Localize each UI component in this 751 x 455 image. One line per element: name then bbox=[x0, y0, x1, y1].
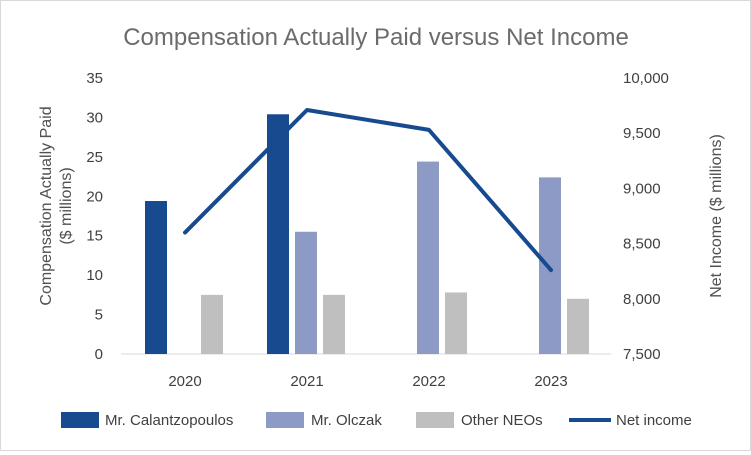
right-tick-label: 9,500 bbox=[623, 125, 661, 142]
net-income-line bbox=[183, 108, 553, 273]
net-income-point-2020 bbox=[183, 231, 187, 235]
right-tick-label: 7,500 bbox=[623, 346, 661, 363]
left-tick-label: 35 bbox=[86, 70, 103, 87]
left-tick-label: 10 bbox=[86, 267, 103, 284]
legend-swatch-other-neos bbox=[416, 412, 454, 428]
bar-mr-calantzopoulos-2020 bbox=[145, 201, 167, 354]
net-income-point-2023 bbox=[549, 268, 553, 272]
bar-other-neos-2023 bbox=[567, 298, 589, 354]
left-tick-label: 15 bbox=[86, 228, 103, 245]
left-tick-label: 5 bbox=[95, 307, 103, 324]
x-tick-label: 2022 bbox=[412, 373, 445, 390]
legend-swatch-calantzopoulos bbox=[61, 412, 99, 428]
legend-label-net-income: Net income bbox=[616, 412, 692, 429]
net-income-point-2021 bbox=[305, 108, 309, 112]
bar-mr-olczak-2022 bbox=[417, 161, 439, 354]
bars bbox=[145, 114, 589, 354]
left-tick-label: 20 bbox=[86, 188, 103, 205]
bar-other-neos-2021 bbox=[323, 294, 345, 354]
left-axis-title: Compensation Actually Paid ($ millions) bbox=[38, 106, 75, 305]
legend-label-olczak: Mr. Olczak bbox=[311, 412, 382, 429]
left-tick-label: 0 bbox=[95, 346, 103, 363]
bar-mr-calantzopoulos-2021 bbox=[267, 114, 289, 354]
category-labels: 2020 2021 2022 2023 bbox=[168, 373, 567, 390]
net-income-point-2022 bbox=[427, 128, 431, 132]
right-tick-label: 10,000 bbox=[623, 70, 669, 87]
net-income-line-layer bbox=[183, 108, 553, 273]
right-tick-label: 9,000 bbox=[623, 180, 661, 197]
right-axis-ticks: 7,500 8,000 8,500 9,000 9,500 10,000 bbox=[623, 70, 669, 363]
left-axis-title-line-2: ($ millions) bbox=[58, 167, 75, 244]
legend: Mr. Calantzopoulos Mr. Olczak Other NEOs… bbox=[61, 412, 692, 429]
x-tick-label: 2023 bbox=[534, 373, 567, 390]
chart-title: Compensation Actually Paid versus Net In… bbox=[123, 24, 629, 51]
left-tick-label: 30 bbox=[86, 109, 103, 126]
x-tick-label: 2020 bbox=[168, 373, 201, 390]
bar-mr-olczak-2021 bbox=[295, 231, 317, 354]
left-axis-ticks: 0 5 10 15 20 25 30 35 bbox=[86, 70, 103, 363]
bar-other-neos-2022 bbox=[445, 292, 467, 354]
legend-label-other-neos: Other NEOs bbox=[461, 412, 543, 429]
left-axis-title-line-1: Compensation Actually Paid bbox=[38, 106, 55, 305]
right-axis-title: Net Income ($ millions) bbox=[708, 134, 725, 298]
legend-label-calantzopoulos: Mr. Calantzopoulos bbox=[105, 412, 233, 429]
legend-swatch-olczak bbox=[266, 412, 304, 428]
x-tick-label: 2021 bbox=[290, 373, 323, 390]
right-tick-label: 8,000 bbox=[623, 291, 661, 308]
right-tick-label: 8,500 bbox=[623, 236, 661, 253]
bar-mr-olczak-2023 bbox=[539, 177, 561, 354]
left-tick-label: 25 bbox=[86, 149, 103, 166]
bar-other-neos-2020 bbox=[201, 294, 223, 354]
